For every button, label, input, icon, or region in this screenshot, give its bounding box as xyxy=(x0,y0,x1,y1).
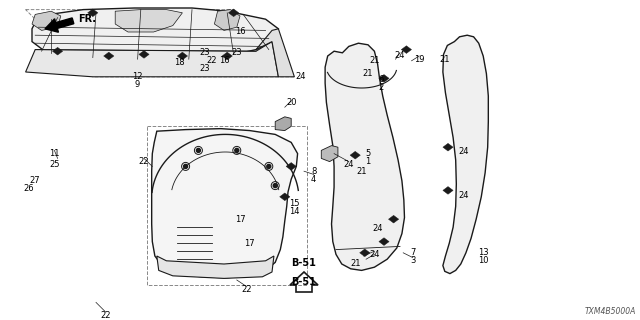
Text: 21: 21 xyxy=(363,69,373,78)
Text: 24: 24 xyxy=(369,250,380,259)
Text: 21: 21 xyxy=(356,167,367,176)
Polygon shape xyxy=(360,249,370,257)
Text: 8: 8 xyxy=(311,167,316,176)
Polygon shape xyxy=(275,117,291,131)
Text: 17: 17 xyxy=(244,239,255,248)
Polygon shape xyxy=(26,42,278,77)
Polygon shape xyxy=(350,151,360,159)
Text: B-51: B-51 xyxy=(292,276,316,287)
Polygon shape xyxy=(88,9,98,17)
Text: 4: 4 xyxy=(311,175,316,184)
Polygon shape xyxy=(280,193,290,201)
Text: 23: 23 xyxy=(232,48,242,57)
Circle shape xyxy=(196,148,200,152)
Text: 21: 21 xyxy=(440,55,450,64)
Polygon shape xyxy=(222,52,232,60)
Polygon shape xyxy=(443,35,488,274)
Polygon shape xyxy=(379,238,389,245)
Text: 3: 3 xyxy=(410,256,415,265)
Text: 9: 9 xyxy=(135,80,140,89)
Polygon shape xyxy=(256,29,294,77)
Text: 18: 18 xyxy=(174,58,184,67)
Polygon shape xyxy=(443,143,453,151)
Text: FR.: FR. xyxy=(78,14,96,24)
Polygon shape xyxy=(139,51,149,58)
Polygon shape xyxy=(443,187,453,194)
Text: 10: 10 xyxy=(478,256,488,265)
Text: 25: 25 xyxy=(49,160,60,169)
Text: 24: 24 xyxy=(372,224,383,233)
Text: B-51: B-51 xyxy=(292,258,316,268)
Circle shape xyxy=(267,164,271,168)
Text: 24: 24 xyxy=(395,52,405,60)
Text: 11: 11 xyxy=(49,149,60,158)
Text: 13: 13 xyxy=(478,248,488,257)
Polygon shape xyxy=(228,9,239,17)
Text: 14: 14 xyxy=(289,207,300,216)
Text: 27: 27 xyxy=(30,176,40,185)
Polygon shape xyxy=(32,11,61,30)
Polygon shape xyxy=(388,215,399,223)
Text: 16: 16 xyxy=(235,28,245,36)
Polygon shape xyxy=(52,47,63,55)
Text: 1: 1 xyxy=(365,157,371,166)
Circle shape xyxy=(184,164,188,168)
Text: 2: 2 xyxy=(378,84,383,92)
Text: 22: 22 xyxy=(206,56,216,65)
Polygon shape xyxy=(214,10,240,30)
Text: 17: 17 xyxy=(235,215,245,224)
Text: 5: 5 xyxy=(365,149,371,158)
Text: 6: 6 xyxy=(378,76,383,84)
Polygon shape xyxy=(286,163,296,170)
Circle shape xyxy=(235,148,239,152)
Text: 7: 7 xyxy=(410,248,415,257)
Polygon shape xyxy=(152,129,298,278)
Text: 26: 26 xyxy=(24,184,34,193)
Text: 24: 24 xyxy=(459,148,469,156)
Text: 19: 19 xyxy=(414,55,424,64)
Polygon shape xyxy=(379,75,389,82)
Polygon shape xyxy=(177,52,188,60)
Polygon shape xyxy=(104,52,114,60)
Polygon shape xyxy=(32,8,278,59)
Text: 16: 16 xyxy=(219,56,229,65)
Text: 24: 24 xyxy=(344,160,354,169)
Text: 20: 20 xyxy=(286,98,296,107)
Text: 21: 21 xyxy=(350,260,360,268)
Text: 22: 22 xyxy=(100,311,111,320)
Circle shape xyxy=(273,184,277,188)
Text: 22: 22 xyxy=(139,157,149,166)
Polygon shape xyxy=(325,43,404,270)
FancyArrow shape xyxy=(45,18,74,32)
Text: 15: 15 xyxy=(289,199,300,208)
Polygon shape xyxy=(401,46,412,53)
Polygon shape xyxy=(321,146,338,162)
Polygon shape xyxy=(157,256,274,278)
Text: 24: 24 xyxy=(459,191,469,200)
Text: 23: 23 xyxy=(200,64,210,73)
Text: 12: 12 xyxy=(132,72,143,81)
Polygon shape xyxy=(115,10,182,32)
Text: 24: 24 xyxy=(296,72,306,81)
Text: TXM4B5000A: TXM4B5000A xyxy=(584,307,636,316)
Text: 23: 23 xyxy=(200,48,210,57)
Text: 21: 21 xyxy=(369,56,380,65)
Text: 22: 22 xyxy=(241,285,252,294)
